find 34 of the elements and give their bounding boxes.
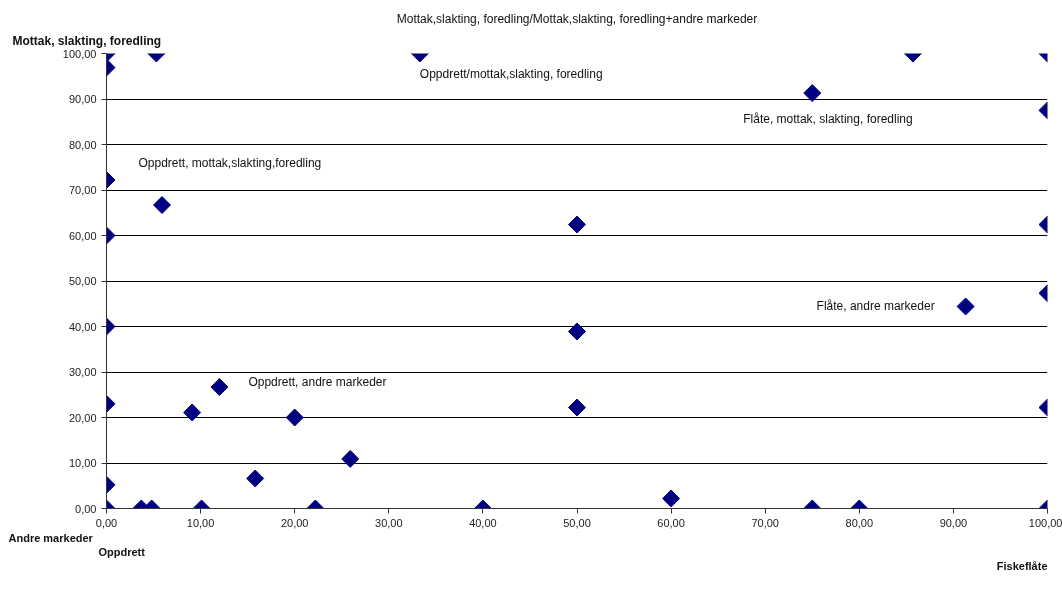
y-tick-label: 0,00	[75, 502, 97, 515]
y-tick-label: 70,00	[68, 184, 97, 196]
text: Mottak,slakting, foredling/Mottak,slakting, foredling+andre markeder	[396, 11, 758, 26]
y-tick-label: 40,00	[68, 320, 97, 333]
y-tick-label: 10,00	[68, 457, 97, 469]
annotation: Oppdrett, andre markeder	[248, 375, 387, 390]
y-tick-label: 80,00	[68, 138, 97, 151]
annotation: Oppdrett/mottak,slakting, foredling	[419, 66, 603, 81]
y-tick-label: 20,00	[68, 411, 97, 424]
y-tick-label: 60,00	[68, 229, 97, 242]
x-tick-label: 30,00	[375, 516, 403, 529]
x-axis-title: Fiskeflåte	[996, 559, 1048, 572]
y-axis-title: Mottak, slakting, foredling	[12, 33, 162, 48]
annotation: Oppdrett, mottak,slakting,foredling	[138, 155, 322, 170]
annotation: Flåte, mottak, slakting, foredling	[743, 112, 913, 127]
y-tick-label: 30,00	[68, 366, 97, 378]
y-tick-label: 90,00	[68, 93, 97, 105]
text: Oppdrett	[98, 545, 146, 558]
x-tick-label: 10,00	[186, 516, 215, 529]
y-tick-label: 100,00	[62, 47, 97, 60]
x-tick-label: 60,00	[657, 516, 685, 529]
x-tick-label: 50,00	[563, 516, 591, 529]
x-tick-label: 0,00	[95, 516, 118, 529]
x-tick-label: 80,00	[845, 516, 874, 529]
text: Andre markeder	[8, 531, 94, 544]
x-tick-label: 40,00	[469, 516, 497, 529]
point	[568, 322, 586, 341]
point	[568, 215, 586, 234]
x-tick-label: 20,00	[280, 516, 309, 529]
x-tick-label: 90,00	[939, 516, 968, 529]
x-tick-label: 100,00	[1028, 516, 1062, 529]
y-tick-label: 50,00	[68, 275, 97, 287]
annotation: Flåte, andre markeder	[816, 299, 935, 314]
x-tick-label: 70,00	[751, 516, 779, 529]
